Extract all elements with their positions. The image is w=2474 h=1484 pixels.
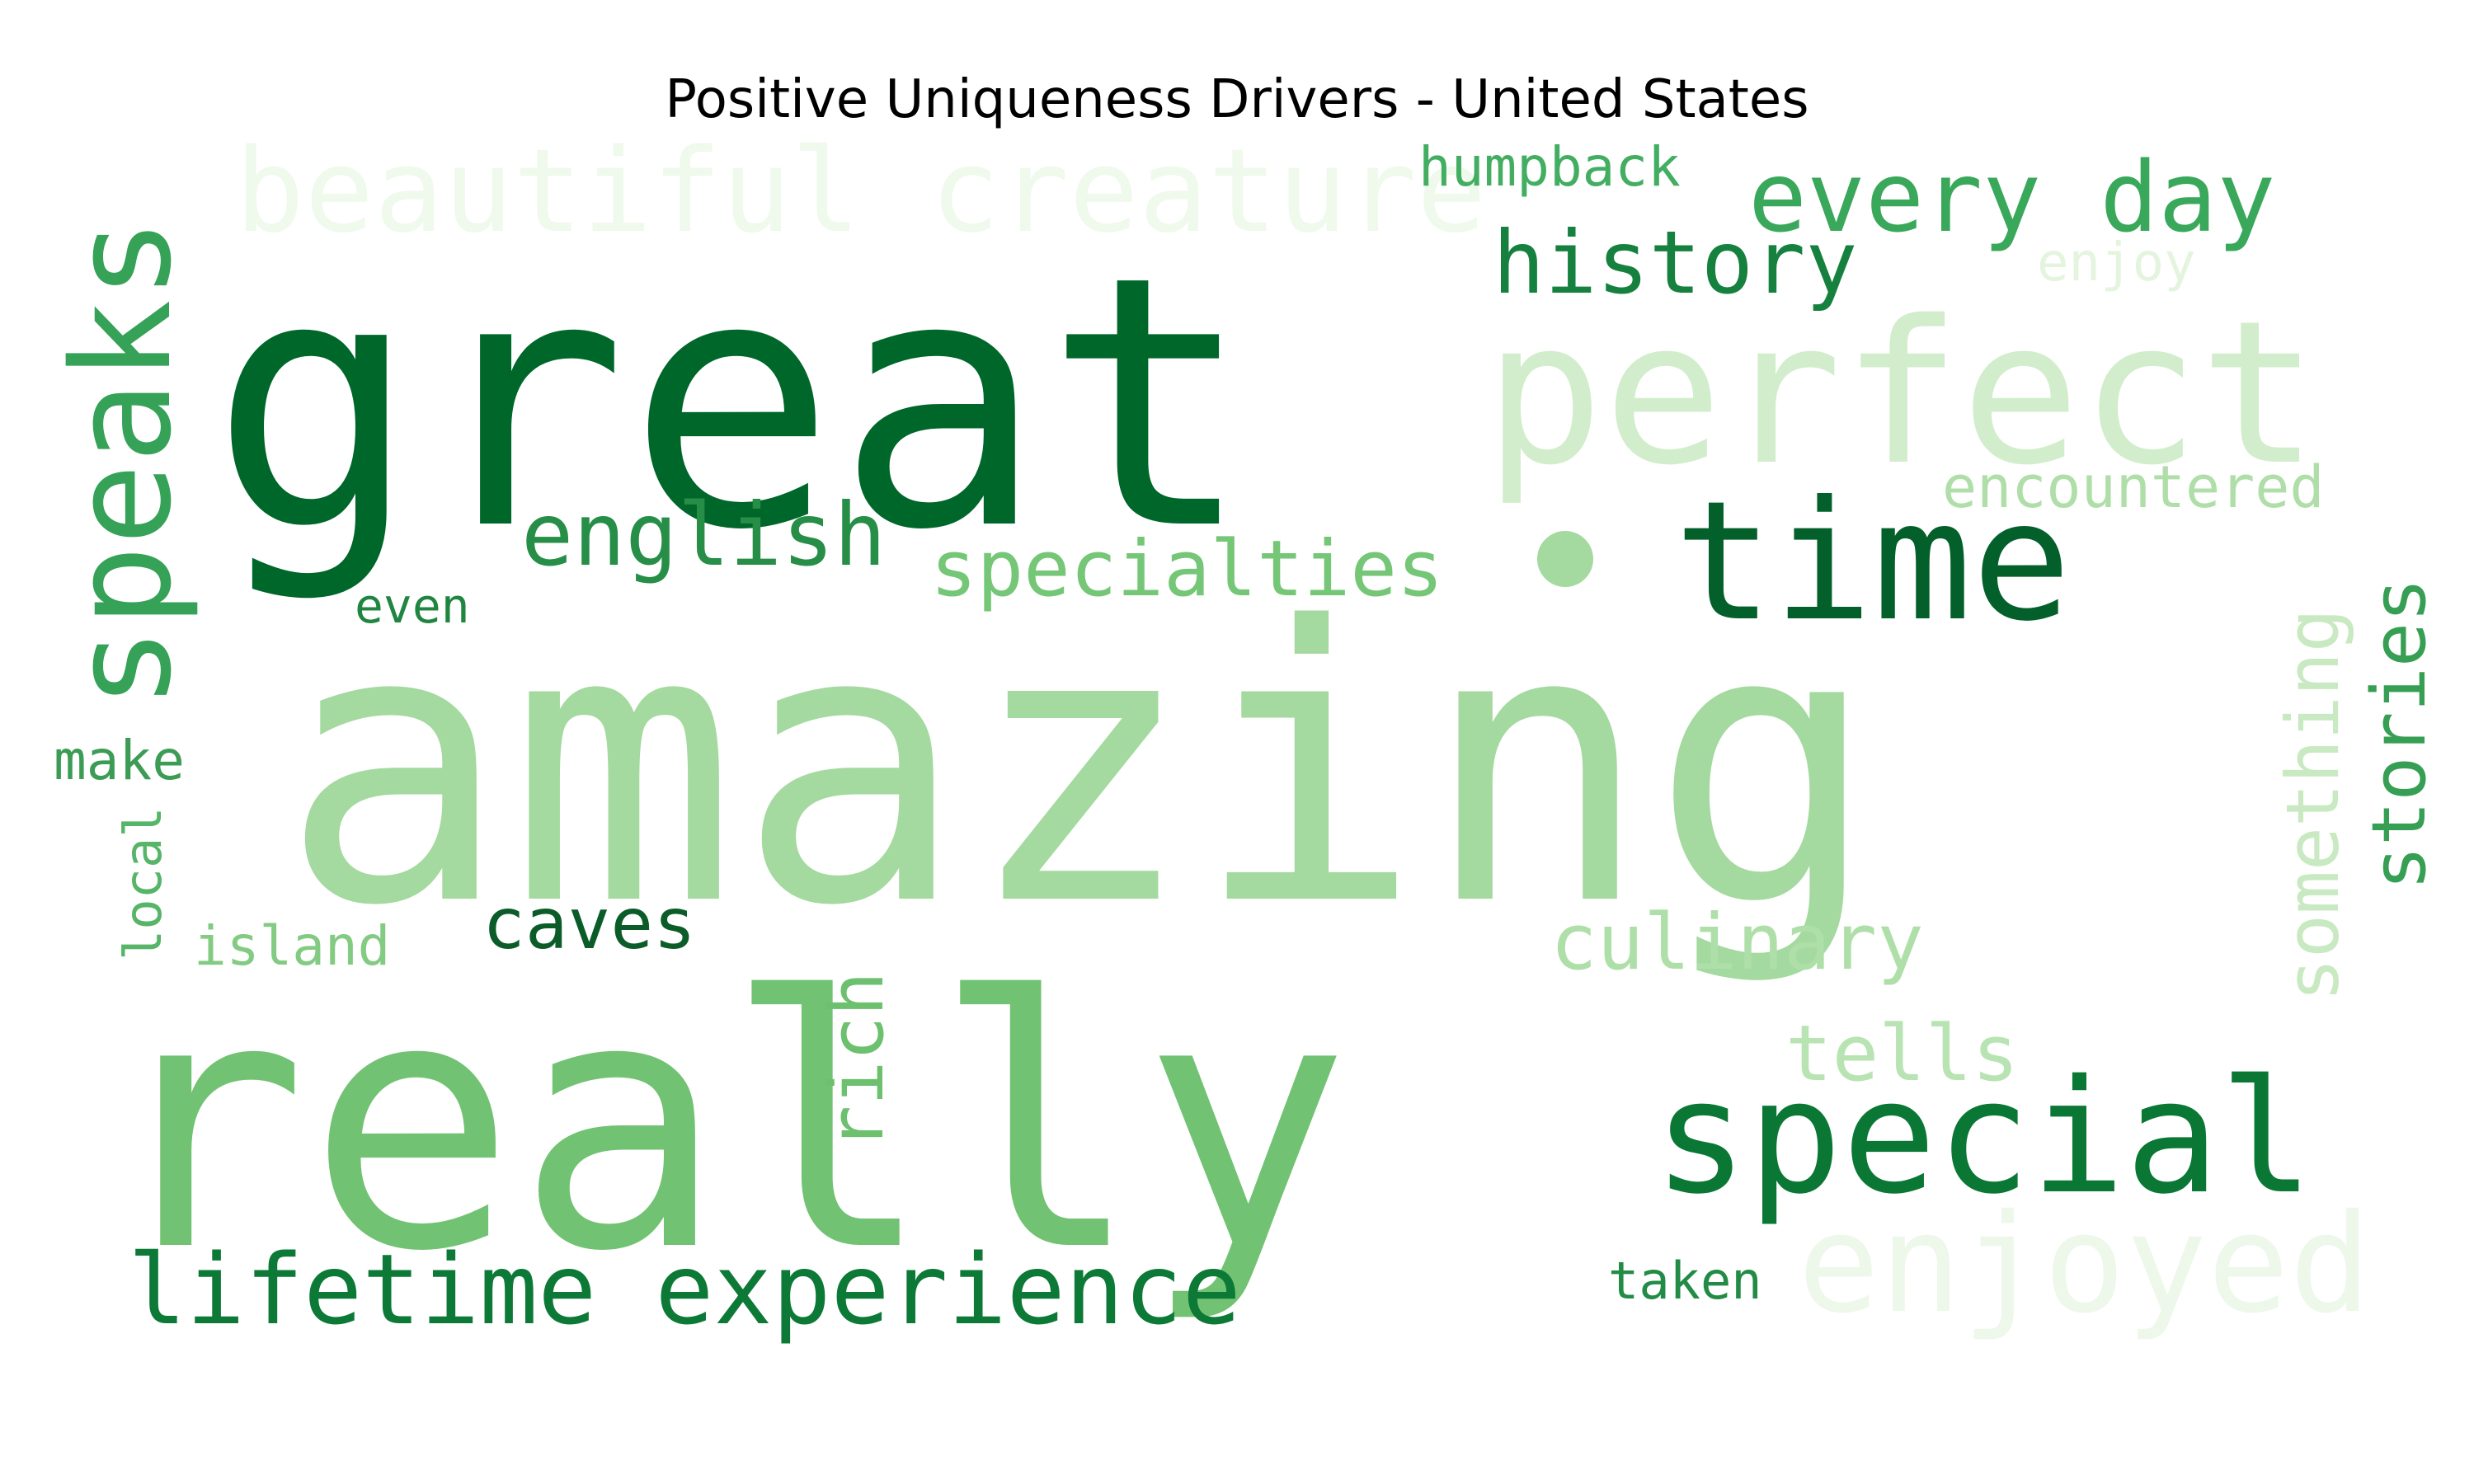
cloud-word-history: history bbox=[1493, 213, 1858, 313]
cloud-word-english: english bbox=[521, 485, 887, 585]
cloud-word-perfect: perfect bbox=[1484, 278, 2318, 509]
cloud-word-specialties: specialties bbox=[930, 524, 1444, 614]
cloud-word-tells: tells bbox=[1785, 1009, 2019, 1099]
cloud-word-enjoy: enjoy bbox=[2037, 232, 2196, 294]
cloud-word-something: something bbox=[2270, 608, 2355, 1002]
cloud-word-time: time bbox=[1674, 466, 2072, 658]
cloud-word-every-day: every day bbox=[1748, 140, 2275, 254]
cloud-word-stories: stories bbox=[2356, 578, 2443, 890]
cloud-word-island: island bbox=[194, 914, 390, 978]
cloud-word-culinary: culinary bbox=[1550, 898, 1924, 988]
cloud-word-really: really bbox=[99, 924, 1350, 1327]
chart-title: Positive Uniqueness Drivers - United Sta… bbox=[665, 69, 1809, 130]
cloud-word-amazing: amazing bbox=[280, 547, 1879, 989]
cloud-word-local: local bbox=[113, 806, 173, 960]
cloud-word-even: even bbox=[355, 578, 470, 634]
cloud-word-caves: caves bbox=[482, 883, 696, 965]
cloud-word-encountered: encountered bbox=[1942, 453, 2325, 521]
cloud-word-taken: taken bbox=[1608, 1251, 1762, 1311]
cloud-word-great: great bbox=[210, 203, 1253, 606]
cloud-word-rich: rich bbox=[814, 971, 901, 1150]
cloud-word-enjoyed: enjoyed bbox=[1798, 1185, 2371, 1343]
cloud-word-lifetime-experience: lifetime experience bbox=[128, 1233, 1241, 1346]
cloud-word-make: make bbox=[54, 729, 185, 792]
cloud-word-humpback: humpback bbox=[1418, 135, 1681, 199]
cloud-dot-mark bbox=[1537, 531, 1593, 587]
cloud-word-beautiful-creature: beautiful creature bbox=[235, 124, 1486, 259]
cloud-word-speaks: speaks bbox=[43, 218, 201, 709]
cloud-word-special: special bbox=[1653, 1046, 2314, 1228]
